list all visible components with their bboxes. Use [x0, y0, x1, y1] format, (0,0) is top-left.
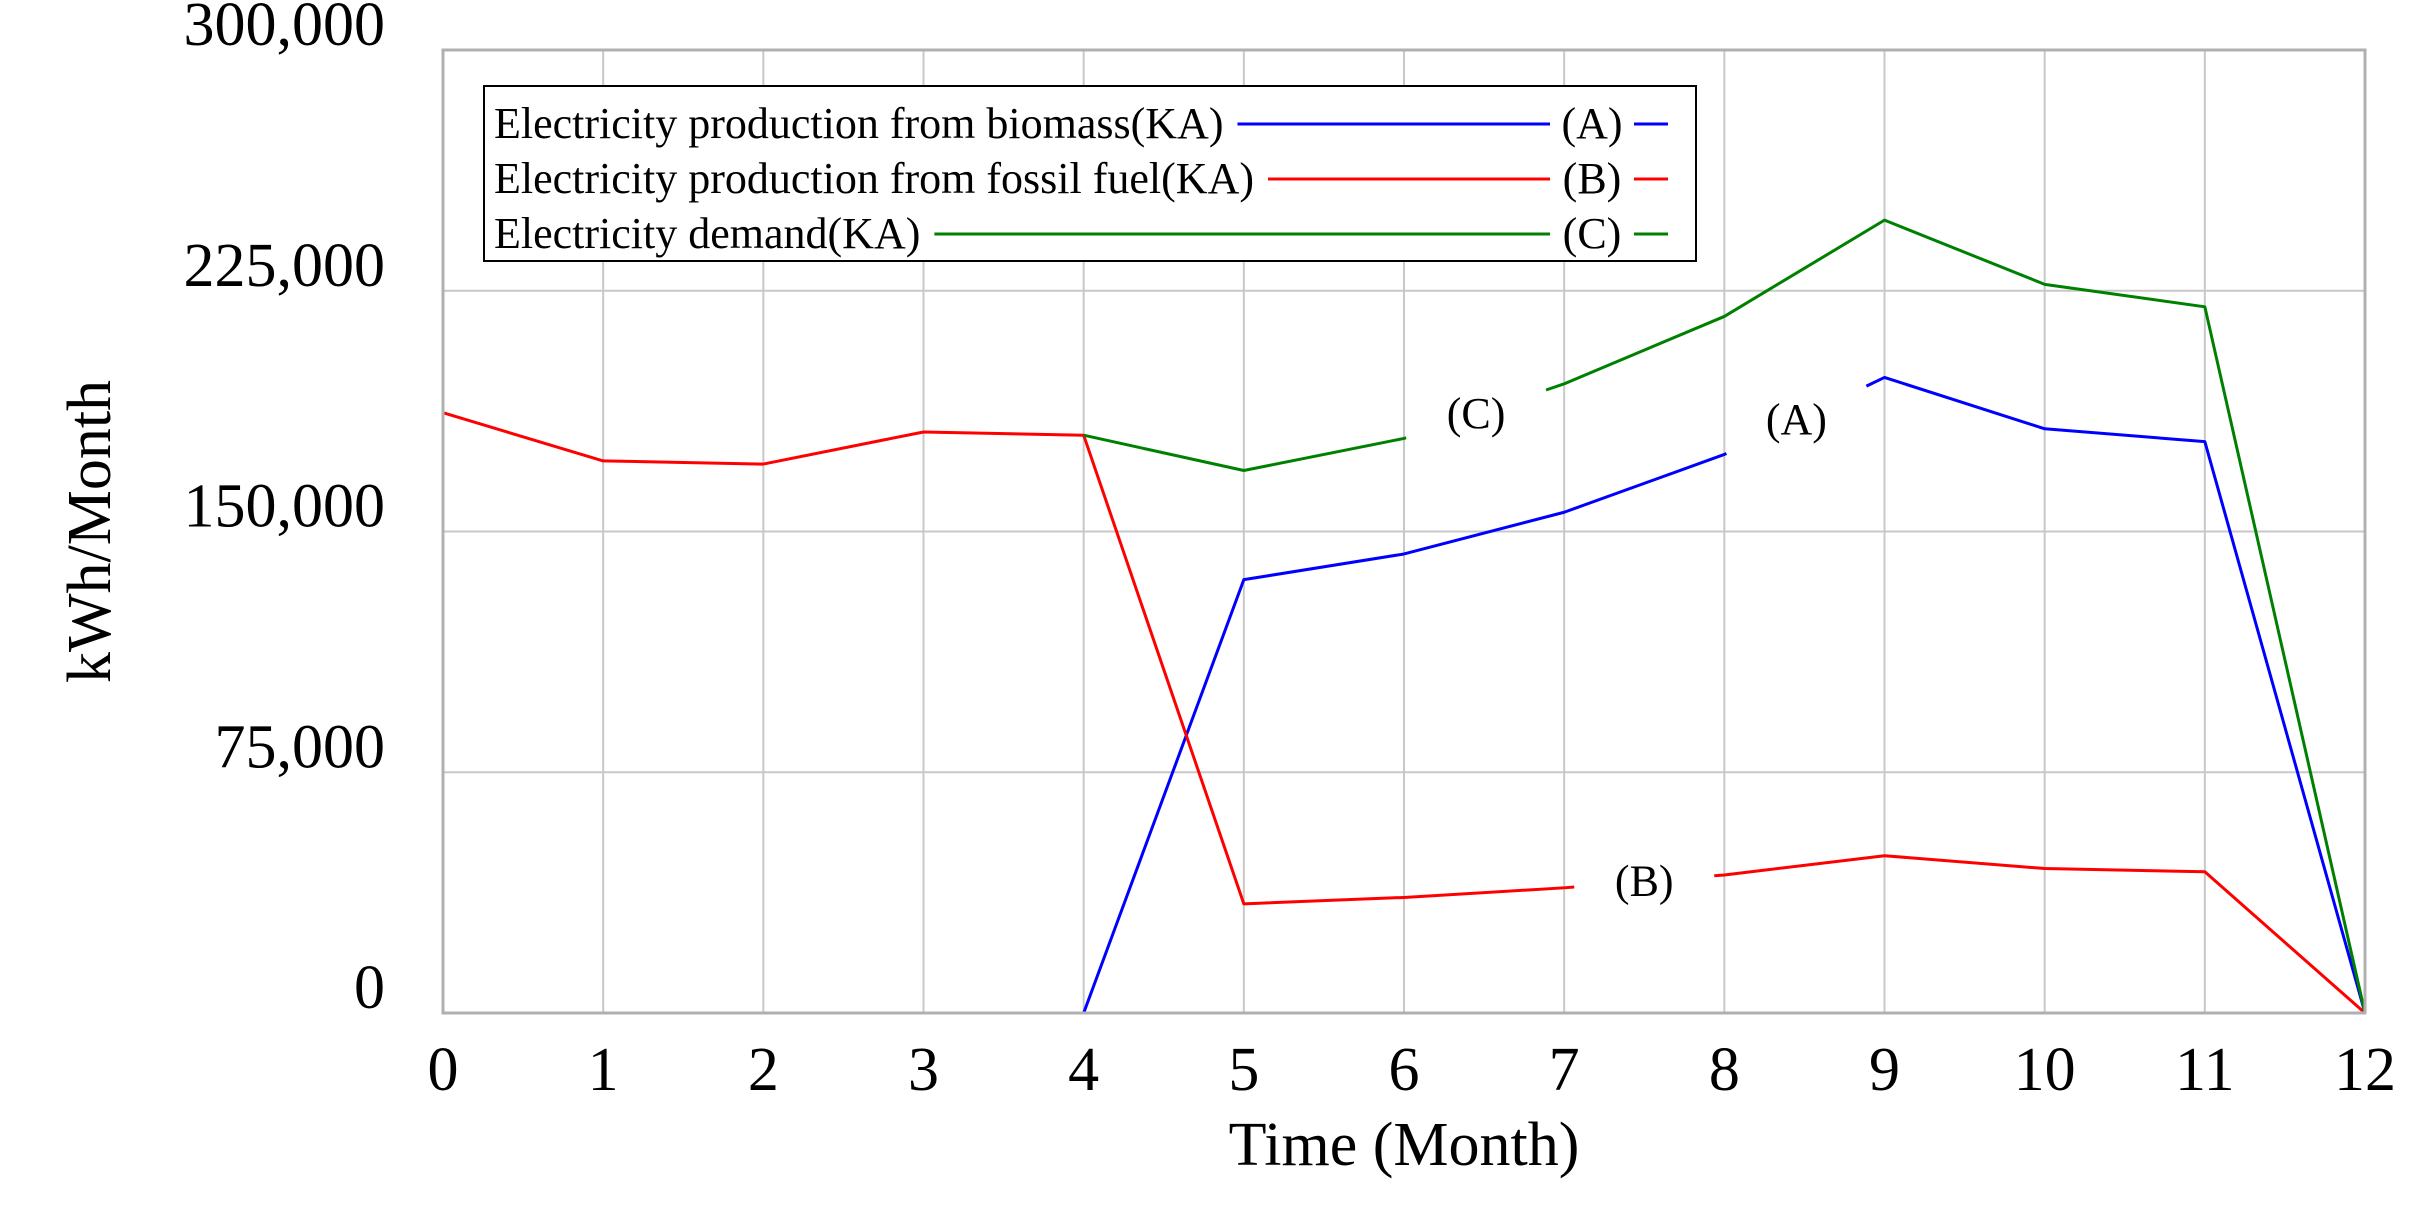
series-inline-label: (A)	[1766, 395, 1827, 444]
plot-frame	[441, 48, 2367, 1015]
x-axis-ticks: 0 1 2 3 4 5 6 7 8 9 10 11 12	[428, 1036, 2397, 1104]
series-line-a	[1865, 375, 2367, 1014]
legend-entry-tag: (B)	[1563, 154, 1622, 203]
x-tick-label: 1	[588, 1036, 619, 1104]
series-inline-label: (C)	[1447, 389, 1506, 438]
legend-entry-label: Electricity production from biomass(KA)	[494, 99, 1223, 148]
y-tick-label: 150,000	[184, 473, 386, 541]
x-tick-label: 2	[748, 1036, 779, 1104]
x-tick-label: 0	[428, 1036, 459, 1104]
y-axis-ticks: 0 75,000 150,000 225,000 300,000	[184, 0, 386, 1022]
x-tick-label: 9	[1869, 1036, 1900, 1104]
series-line-a	[443, 452, 1728, 1015]
x-tick-label: 11	[2175, 1036, 2235, 1104]
legend-entry-label: Electricity production from fossil fuel(…	[494, 154, 1254, 203]
series-line-c	[1545, 218, 2367, 1014]
y-axis-title: kWh/Month	[56, 380, 124, 683]
x-axis-title: Time (Month)	[1229, 1111, 1580, 1179]
legend: Electricity production from biomass(KA) (…	[483, 85, 1697, 262]
series-line-c	[1083, 433, 1407, 473]
x-tick-label: 7	[1549, 1036, 1580, 1104]
legend-entry-tag: (C)	[1563, 209, 1622, 258]
legend-entry-tag: (A)	[1561, 99, 1622, 148]
y-tick-label: 75,000	[215, 713, 386, 781]
legend-entry-label: Electricity demand(KA)	[494, 209, 920, 258]
x-tick-label: 3	[908, 1036, 939, 1104]
y-tick-label: 300,000	[184, 0, 386, 59]
y-tick-label: 0	[354, 954, 385, 1022]
x-tick-label: 12	[2334, 1036, 2396, 1104]
y-tick-label: 225,000	[184, 232, 386, 300]
x-tick-label: 4	[1068, 1036, 1099, 1104]
series-line-b	[1714, 854, 2366, 1015]
legend-box	[483, 85, 1697, 262]
x-tick-label: 5	[1228, 1036, 1259, 1104]
x-tick-label: 6	[1389, 1036, 1420, 1104]
series-inline-label: (B)	[1615, 856, 1674, 905]
x-tick-label: 8	[1709, 1036, 1740, 1104]
x-tick-label: 10	[2014, 1036, 2076, 1104]
inline-series-labels: (A) (B) (C)	[1447, 389, 1827, 906]
